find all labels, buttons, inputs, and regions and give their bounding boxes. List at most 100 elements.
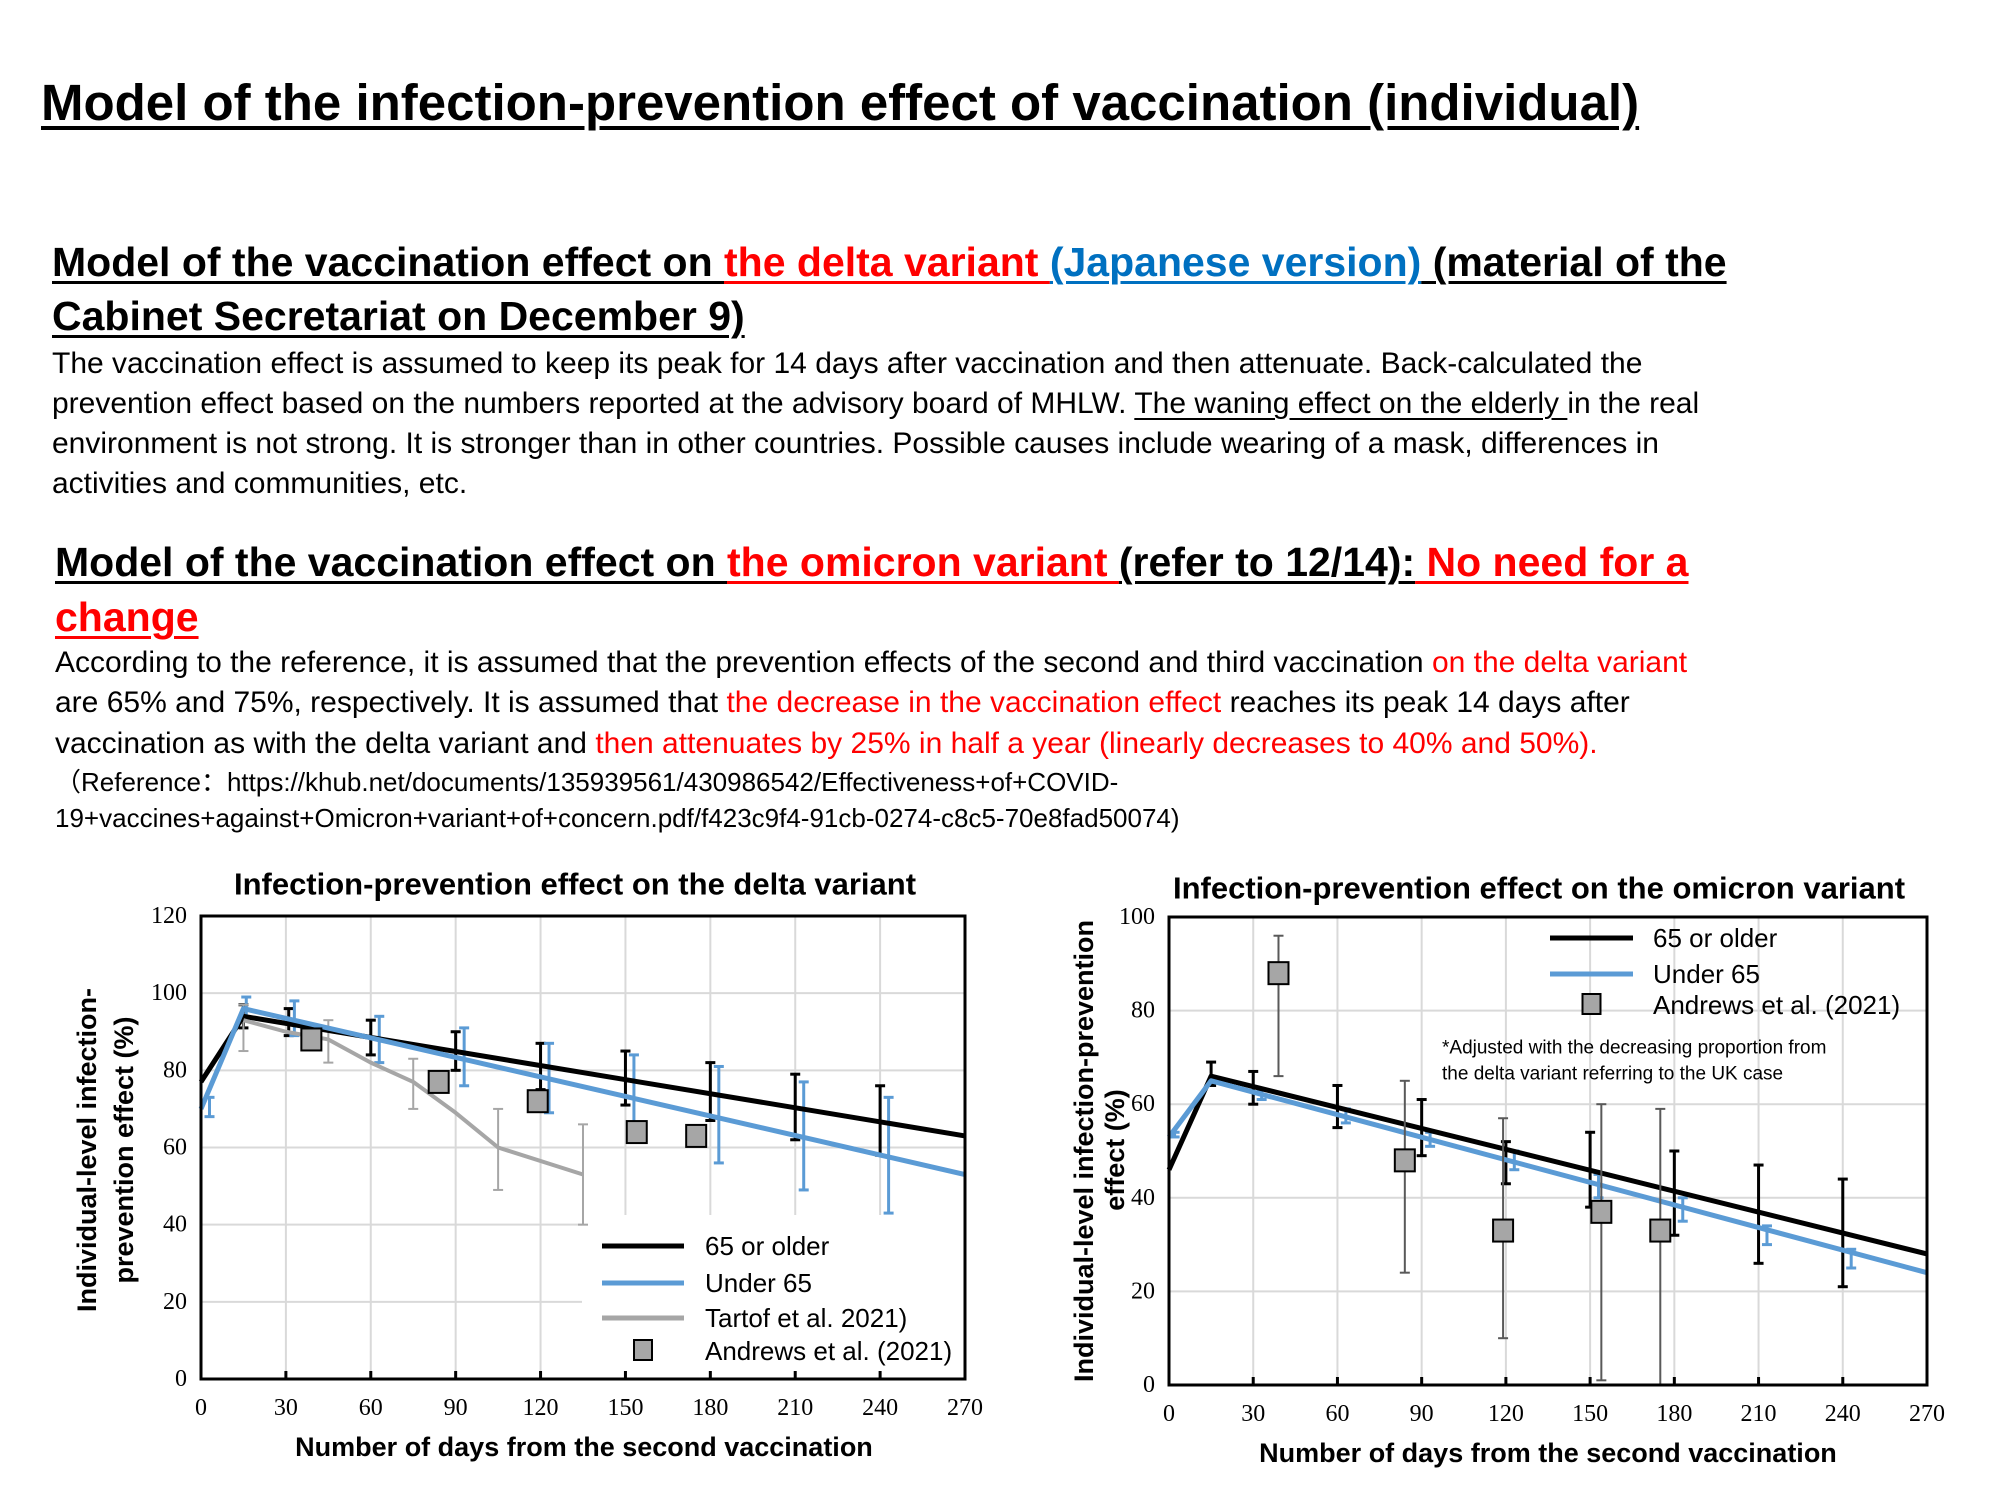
highlight-text: on the delta variant [1431,646,1688,679]
page-title: Model of the infection-prevention effect… [41,74,1640,131]
x-tick-label: 90 [1410,1401,1434,1427]
y-axis-title: prevention effect (%) [109,1016,139,1283]
chart-note: *Adjusted with the decreasing proportion… [1442,1038,1826,1059]
x-tick-label: 120 [523,1395,559,1421]
chart-delta: 0 30 60 90 120 150 180 210 240 270 0 20 40 60 80 100 120… [72,867,983,1463]
y-tick-label: 0 [1143,1372,1155,1398]
section1-body-line: activities and communities, etc. [52,464,467,504]
x-tick-label: 270 [1909,1401,1945,1427]
x-axis-title: Number of days from the second vaccinati… [295,1432,873,1462]
legend-label: Andrews et al. (2021) [1653,990,1900,1020]
section1-body-line: prevention effect based on the numbers r… [52,384,1699,424]
series-line-under-65 [1166,1078,1928,1276]
section2-heading-line: change [55,592,199,642]
highlight-text: the omicron variant [727,539,1119,585]
text-segment: 19+vaccines+against+Omicron+variant+of+c… [55,803,1180,833]
text-segment: （Reference：https://khub.net/documents/13… [55,767,1119,797]
plot-frame [1167,915,1929,1387]
series-line-under-65 [198,1006,966,1177]
chart-note: the delta variant referring to the UK ca… [1442,1064,1783,1085]
x-tick-label: 150 [607,1395,643,1421]
text-segment: reaches its peak 14 days after [1221,686,1630,719]
series-line-65-or-older [1166,1073,1928,1257]
andrews-data-point [625,1120,648,1145]
legend-label: 65 or older [705,1231,830,1261]
y-tick-label: 20 [1131,1278,1155,1304]
series-line-65-or-older [198,1013,966,1139]
x-tick-label: 0 [1163,1401,1175,1427]
x-tick-label: 180 [1656,1401,1692,1427]
text-segment: According to the reference, it is assume… [55,646,1432,679]
section2-heading-line: Model of the vaccination effect on the o… [55,537,1688,587]
highlight-text: the delta variant [724,239,1050,285]
x-tick-label: 60 [1325,1401,1349,1427]
andrews-data-point [1267,961,1290,986]
y-tick-label: 100 [1119,904,1155,930]
andrews-data-point [1393,1148,1416,1173]
x-tick-label: 210 [777,1395,813,1421]
x-tick-label: 180 [692,1395,728,1421]
section1-heading-line: Cabinet Secretariat on December 9) [52,291,745,341]
text-segment: in the real [1567,387,1700,420]
reference-line: （Reference：https://khub.net/documents/13… [55,764,1118,800]
andrews-data-point [427,1069,450,1094]
text-segment: Cabinet Secretariat on December 9) [52,293,745,339]
plot-frame [199,914,967,1381]
andrews-data-point [1590,1199,1613,1224]
section2-body-line: vaccination as with the delta variant an… [55,724,1598,764]
text-segment: The waning effect on the elderly [1134,387,1568,420]
legend-label: Andrews et al. (2021) [705,1336,952,1366]
y-tick-label: 80 [163,1057,187,1083]
highlight-text: then attenuates by 25% in half a year (l… [595,727,1598,760]
text-segment: Model of the vaccination effect on [52,239,725,285]
y-tick-label: 20 [163,1289,187,1315]
section1-heading-line: Model of the vaccination effect on the d… [52,237,1727,287]
y-axis-title: Individual-level infection-prevention [1069,920,1099,1382]
section2-body-line: are 65% and 75%, respectively. It is ass… [55,683,1630,723]
text-segment: Model of the vaccination effect on [55,539,728,585]
andrews-data-point [685,1123,708,1148]
y-tick-label: 60 [1131,1091,1155,1117]
text-segment: The vaccination effect is assumed to kee… [52,347,1643,380]
text-segment: prevention effect based on the numbers r… [52,387,1135,420]
x-tick-label: 150 [1572,1401,1608,1427]
chart-title: Infection-prevention effect on the omicr… [1173,871,1905,906]
text-segment: vaccination as with the delta variant an… [55,727,596,760]
x-axis-title: Number of days from the second vaccinati… [1259,1438,1837,1468]
chart-title: Infection-prevention effect on the delta… [234,867,916,902]
text-segment: environment is not strong. It is stronge… [52,427,1659,460]
y-axis-title: Individual-level infection- [72,988,102,1312]
x-tick-label: 240 [862,1395,898,1421]
x-tick-label: 0 [195,1395,207,1421]
series-line-tartof-et-al-2021- [242,1018,584,1177]
y-tick-label: 120 [151,903,187,929]
andrews-data-point [300,1027,323,1052]
text-segment: (material of the [1421,239,1727,285]
legend-label: Under 65 [1653,959,1760,989]
section1-body-line: environment is not strong. It is stronge… [52,424,1659,464]
y-tick-label: 100 [151,980,187,1006]
x-tick-label: 240 [1825,1401,1861,1427]
y-tick-label: 40 [163,1212,187,1238]
text-segment: activities and communities, etc. [52,467,468,500]
text-segment: (refer to 12/14): [1118,539,1416,585]
y-axis-title: effect (%) [1100,1089,1130,1211]
highlight-text: the decrease in the vaccination effect [726,686,1222,719]
x-tick-label: 60 [359,1395,383,1421]
x-tick-label: 120 [1488,1401,1524,1427]
chart-omicron: 0 30 60 90 120 150 180 210 240 270 0 20 40 60 80 100 Inf… [1069,871,1945,1469]
x-tick-label: 270 [947,1395,983,1421]
highlight-text: No need for a [1415,539,1689,585]
legend-label: Tartof et al. 2021) [705,1303,907,1333]
legend-swatch-marker [1581,993,1602,1015]
x-tick-label: 30 [274,1395,298,1421]
x-tick-label: 210 [1741,1401,1777,1427]
legend-swatch-marker [633,1339,653,1361]
text-segment: are 65% and 75%, respectively. It is ass… [55,686,727,719]
andrews-data-point [1492,1218,1515,1243]
legend-label: Under 65 [705,1268,812,1298]
section1-body-line: The vaccination effect is assumed to kee… [52,344,1642,384]
andrews-data-point [1649,1218,1672,1243]
link-text[interactable]: (Japanese version) [1049,239,1422,285]
